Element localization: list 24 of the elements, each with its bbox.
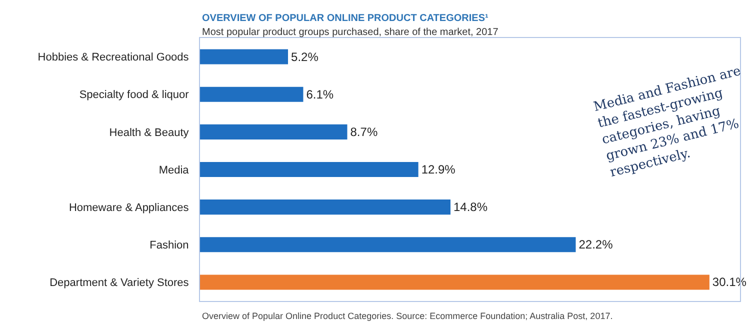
bar bbox=[200, 274, 710, 290]
y-tick-label: Fashion bbox=[150, 239, 189, 252]
data-label: 5.2% bbox=[291, 50, 319, 64]
bar bbox=[200, 86, 304, 102]
y-tick-label: Homeware & Appliances bbox=[68, 202, 190, 214]
data-label: 6.1% bbox=[306, 87, 334, 102]
y-tick-label: Specialty food & liquor bbox=[79, 89, 190, 102]
data-label: 30.1% bbox=[712, 275, 747, 290]
chart-title: OVERVIEW OF POPULAR ONLINE PRODUCT CATEGORIES¹ bbox=[202, 13, 489, 24]
data-label: 8.7% bbox=[350, 124, 378, 139]
bar bbox=[200, 237, 576, 252]
data-label: 12.9% bbox=[421, 162, 456, 176]
data-label: 22.2% bbox=[578, 238, 614, 252]
bar bbox=[200, 124, 348, 140]
bar bbox=[200, 162, 418, 178]
text: Overview of Popular Online Product Categories. Source: Ecommerce Foundation; Australia Post, 2017. bbox=[202, 311, 613, 321]
y-tick-label: Department & Variety Stores bbox=[50, 277, 190, 290]
bar bbox=[200, 49, 288, 64]
y-tick-label: Health & Beauty bbox=[109, 126, 190, 139]
bar bbox=[200, 200, 450, 215]
chart-subtitle: Most popular product groups purchased, share of the market, 2017 bbox=[202, 27, 499, 38]
data-label: 14.8% bbox=[453, 200, 488, 214]
y-tick-label: Hobbies & Recreational Goods bbox=[38, 52, 190, 64]
y-tick-label: Media bbox=[158, 164, 190, 176]
